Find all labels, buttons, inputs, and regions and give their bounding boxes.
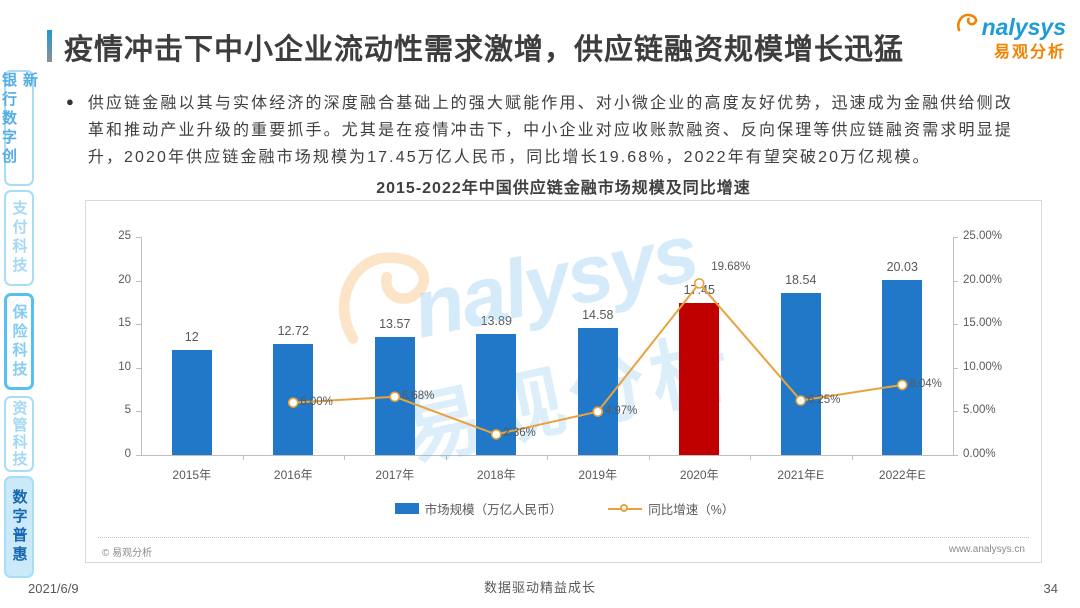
bar [171,350,212,455]
bar [780,293,821,455]
y-axis-tickmark [136,280,141,282]
line-legend-swatch-icon [608,503,643,514]
y-axis-tickmark [953,411,958,413]
y-axis-tick-left: 20 [118,273,131,286]
y-axis-tick-right: 5.00% [963,404,996,417]
bar-value-label: 20.03 [886,260,918,275]
x-axis-tickmark [242,455,244,460]
line-point-label: 4.97% [604,404,638,417]
x-axis-label: 2021年E [777,468,825,482]
logo-text-en: nalysys [981,14,1066,40]
x-axis-label: 2017年 [375,468,415,482]
sidebar-tab-insurance-tech[interactable]: 保险科技 [4,293,34,390]
bar [882,280,923,455]
line-point-label: 6.00% [300,395,333,408]
x-axis-label: 2016年 [273,468,313,482]
y-axis-right-line [953,237,954,455]
y-axis-tick-left: 25 [118,230,131,242]
y-axis-tickmark [136,367,141,369]
y-axis-tickmark [136,455,141,456]
page-number: 34 [1043,581,1058,596]
y-axis-tick-right: 15.00% [963,317,1003,330]
y-axis-left-line [141,237,142,455]
x-axis-label: 2018年 [476,468,516,482]
chart-container: nalysys 易观分析 25 20 15 10 5 0 25.00% 20.00% 15.00… [85,200,1042,563]
chart-source: © 易观分析 [102,548,153,559]
y-axis-tick-left: 15 [118,317,131,330]
y-axis-tick-right: 10.00% [963,360,1003,373]
y-axis-tick-right: 20.00% [963,273,1003,286]
bar-value-label: 12.72 [277,324,309,339]
y-axis-tickmark [953,280,958,282]
analysys-logo: nalysys 易观分析 [955,12,1066,62]
y-axis-tickmark [136,411,141,413]
line-point-label: 6.68% [401,389,435,402]
bar-value-label: 12 [184,330,199,345]
sidebar-tab-asset-management-tech[interactable]: 资管科技 [4,396,34,472]
page-title: 疫情冲击下中小企业流动性需求激增，供应链融资规模增长迅猛 [64,34,905,66]
bar-value-label: 13.89 [480,313,512,328]
sidebar-tab-digital-inclusion[interactable]: 数字普惠 [4,476,34,578]
y-axis-tick-right: 0.00% [963,448,996,460]
summary-paragraph: ● 供应链金融以其与实体经济的深度融合基础上的强大赋能作用、对小微企业的高度友好… [66,90,1016,171]
chart-legend: 市场规模（万亿人民币） 同比增速（%） [86,499,1043,518]
chart-footer-divider [98,537,1029,538]
line-point-label: 8.04% [909,377,942,390]
y-axis-tickmark [953,455,958,456]
y-axis-tick-right: 25.00% [963,230,1003,242]
logo-swoosh-icon [955,12,982,37]
summary-text: 供应链金融以其与实体经济的深度融合基础上的强大赋能作用、对小微企业的高度友好优势… [87,95,1013,166]
y-axis-tickmark [136,324,141,326]
x-axis-label: 2015年 [172,468,212,482]
line-point-label: 2.36% [503,427,536,440]
chart-title: 2015-2022年中国供应链金融市场规模及同比增速 [376,180,751,197]
legend-label: 市场规模（万亿人民币） [424,503,563,517]
chart-website-link[interactable]: www.analysys.cn [948,544,1025,555]
y-axis-tick-left: 10 [118,360,131,373]
plot-area: 25 20 15 10 5 0 25.00% 20.00% 15.00% 10.00% 5.00% 0… [86,201,1041,562]
footer-date: 2021/6/9 [28,581,79,596]
bar-value-label: 17.45 [683,282,715,297]
sidebar-tab-bank-digital-innovation[interactable]: 银行数字创新 [0,70,38,186]
bar [577,327,618,455]
header: 疫情冲击下中小企业流动性需求激增，供应链融资规模增长迅猛 [47,26,904,68]
legend-item-market-size: 市场规模（万亿人民币） [394,499,563,518]
y-axis-tickmark [136,237,141,238]
x-axis-tickmark [750,455,751,460]
y-axis-tickmark [953,324,958,326]
x-axis-tickmark [851,455,853,460]
x-axis-tickmark [648,455,650,460]
x-axis-tickmark [344,455,345,460]
x-axis-label: 2022年E [878,468,926,482]
bar-value-label: 14.58 [582,307,614,322]
footer-slogan: 数据驱动精益成长 [483,580,596,595]
y-axis-tick-left: 5 [124,404,131,417]
bar-value-label: 13.57 [379,316,411,331]
line-point-label: 19.68% [711,261,751,274]
bar [679,302,720,455]
x-axis-label: 2020年 [679,468,719,482]
legend-label: 同比增速（%） [648,503,735,517]
line-point-label: 6.25% [807,393,841,406]
bar-legend-swatch-icon [394,503,419,514]
logo-text-cn: 易观分析 [993,44,1066,61]
bar-value-label: 18.54 [785,273,817,288]
legend-item-growth-rate: 同比增速（%） [608,499,734,518]
title-accent-bar [47,30,52,62]
y-axis-tick-left: 0 [124,448,131,460]
y-axis-tickmark [953,367,958,369]
sidebar-tab-payment-tech[interactable]: 支付科技 [4,190,34,286]
x-axis-label: 2019年 [578,468,618,482]
y-axis-tickmark [953,237,958,238]
x-axis-tickmark [445,455,447,460]
bullet-icon: ● [66,94,74,109]
x-axis-tickmark [547,455,548,460]
